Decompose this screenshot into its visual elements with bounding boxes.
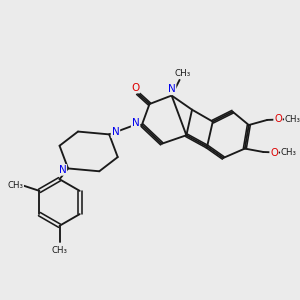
Text: CH₃: CH₃ xyxy=(281,148,297,157)
Text: N: N xyxy=(58,165,66,175)
Text: N: N xyxy=(168,84,176,94)
Text: O: O xyxy=(274,114,282,124)
Text: CH₃: CH₃ xyxy=(175,69,191,78)
Text: CH₃: CH₃ xyxy=(285,115,300,124)
Text: O: O xyxy=(270,148,278,158)
Text: CH₃: CH₃ xyxy=(7,181,23,190)
Text: N: N xyxy=(132,118,140,128)
Text: N: N xyxy=(112,127,119,137)
Text: CH₃: CH₃ xyxy=(52,246,68,255)
Text: O: O xyxy=(131,82,140,93)
